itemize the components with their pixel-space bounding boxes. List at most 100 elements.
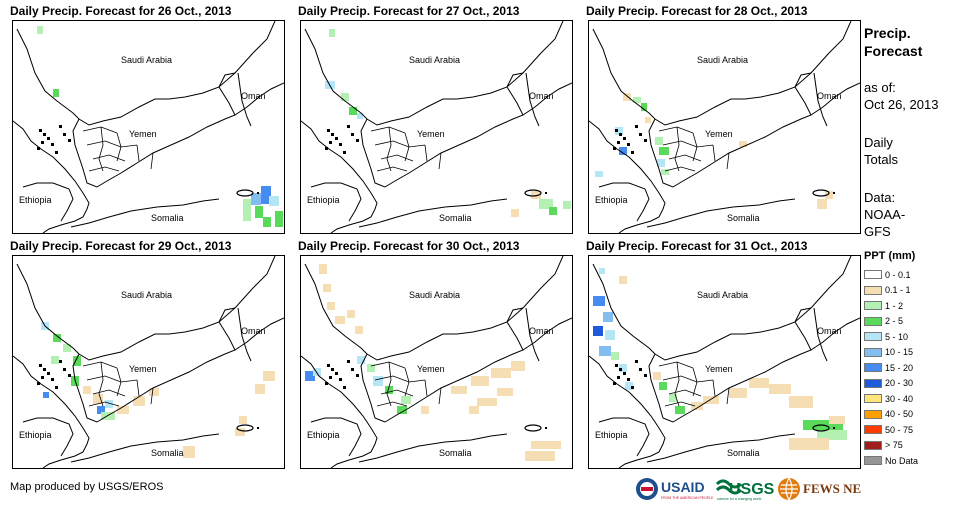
precip-cell [491,368,511,378]
island [51,378,54,381]
sidebar-title-line2: Forecast [864,43,923,59]
precip-cell [329,29,335,37]
precip-cell [539,199,553,209]
somalia-coast [358,198,508,228]
precip-cell [625,382,633,390]
fewsnet-wordmark: FEWS NET [803,481,861,496]
somalia-coast [646,433,796,463]
legend-swatch [864,425,882,434]
island [37,147,40,150]
legend-item: 30 - 40 [864,392,913,405]
usaid-seal-band [641,487,653,491]
precip-cell [633,97,641,103]
label-somalia: Somalia [727,448,760,458]
usgs-logo: USGS science for a changing world [715,479,775,501]
island [41,376,44,379]
precip-cell [255,384,265,394]
precip-cell [421,406,429,414]
island [644,139,647,142]
map-svg: Saudi Arabia Oman Yemen Ethiopia Somalia [589,256,860,468]
yemen-border [648,321,812,423]
precip-cell [619,276,627,284]
island [331,133,334,136]
label-oman: Oman [529,91,554,101]
island [339,378,342,381]
precip-cell [117,406,129,414]
asof-block: as of: Oct 26, 2013 [864,79,938,113]
somalia-coast [70,433,220,463]
legend-title: PPT (mm) [864,250,916,262]
island [613,382,616,385]
island [627,143,630,146]
saudi-border [304,21,564,126]
island [347,360,350,363]
ethiopia-border [22,417,74,457]
map-panel-oct26: Daily Precip. Forecast for 26 Oct., 2013… [10,4,285,236]
legend-label: 30 - 40 [885,393,914,404]
precip-cell [261,186,271,204]
precip-cell [661,169,669,175]
precip-cell [43,392,49,398]
island [55,386,58,389]
data-label: Data: [864,190,896,205]
island [631,386,634,389]
precip-cell [657,159,665,167]
label-oman: Oman [241,326,266,336]
map-frame: Saudi Arabia Oman Yemen Ethiopia Somalia [588,255,861,469]
precip-cell [825,191,833,199]
precip-cell [675,406,685,414]
precip-cell [789,396,813,408]
precip-cell [355,326,363,334]
precip-cell [615,127,623,135]
legend-label: 10 - 15 [885,347,914,357]
precip-cell [817,199,827,209]
label-somalia: Somalia [151,448,184,458]
label-yemen: Yemen [129,364,157,374]
asof-date: Oct 26, 2013 [864,97,939,112]
label-saudi-arabia: Saudi Arabia [409,55,460,65]
island [59,125,62,128]
ethiopia-border [22,182,74,222]
precip-cell [401,396,411,404]
island [331,368,334,371]
label-somalia: Somalia [439,213,472,223]
island [623,372,626,375]
oman-border [794,72,860,116]
red-sea-coast [13,355,90,468]
precip-cell [53,89,59,97]
precip-cell [525,451,555,461]
precip-cell [769,384,791,394]
legend-label: 0.1 - 1 [885,285,911,295]
saudi-border [16,21,276,126]
socotra-island [524,424,542,432]
precip-cell [469,406,479,414]
precip-cell [659,147,669,155]
yemen-border [72,86,236,188]
precip-cell [739,141,747,147]
island [639,368,642,371]
legend-item: 0.1 - 1 [864,284,911,297]
label-ethiopia: Ethiopia [19,430,52,440]
legend-item: 20 - 30 [864,377,913,390]
precip-cell [319,264,327,274]
island [327,364,330,367]
legend-swatch [864,363,882,372]
precip-cell [83,386,91,394]
legend-swatch [864,394,882,403]
yemen-governorates [658,126,730,172]
map-frame: Saudi Arabia Oman Yemen Ethiopia Somalia [588,20,861,234]
yemen-border [360,86,524,188]
yemen-governorates [82,126,154,172]
usaid-tagline: FROM THE AMERICAN PEOPLE [661,496,714,500]
legend-label: 50 - 75 [885,424,914,435]
island [47,137,50,140]
island [343,151,346,154]
ethiopia-border [310,417,362,457]
red-sea-coast [301,355,378,468]
socotra-island [236,424,254,432]
asof-label: as of: [864,80,896,95]
precip-cell [619,364,627,372]
island [356,374,359,377]
map-panel-oct31: Daily Precip. Forecast for 31 Oct., 2013… [586,239,861,471]
legend-swatch [864,332,882,341]
